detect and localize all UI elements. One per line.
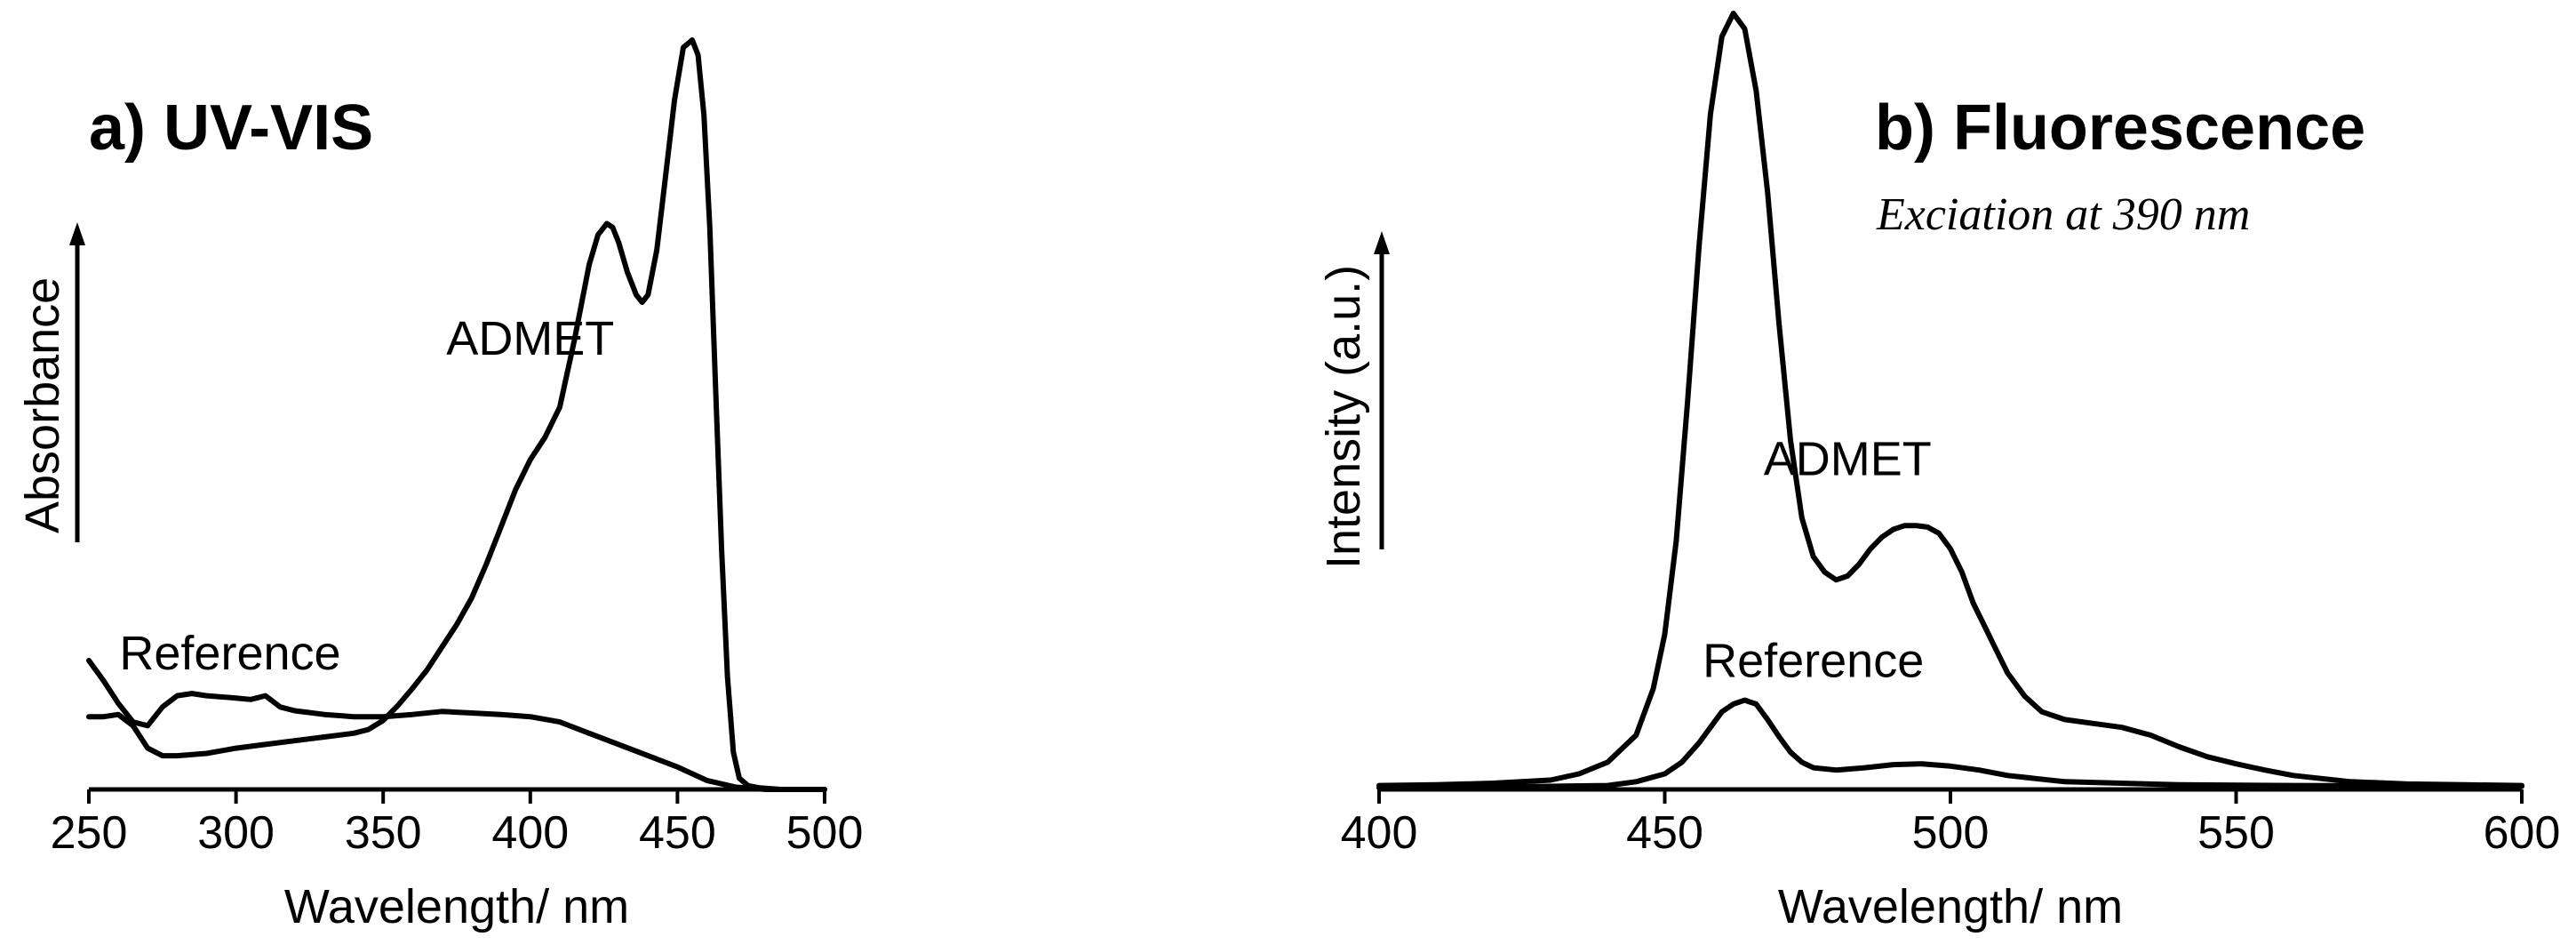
panel-a-series-admet-line [86,37,827,792]
panel-a-series-admet-label: ADMET [446,312,614,365]
panel-b-x-tick-label-600: 600 [2484,807,2561,859]
panel-b-y-axis-arrow-head [1374,231,1390,254]
panel-b-x-tick-label-500: 500 [1912,807,1990,859]
panel-b-y-axis-label: Intensity (a.u.) [1317,265,1370,569]
panel-a-title: a) UV-VIS [89,92,373,164]
panel-b-series-admet-line [1376,11,2524,789]
panel-b-subtitle: Exciation at 390 nm [1876,189,2250,240]
panel-b-series: ADMET Reference [1376,11,2524,791]
panel-b-series-reference-label: Reference [1703,634,1924,687]
panel-fluorescence: b) Fluorescence Exciation at 390 nm Inte… [1317,11,2561,933]
panel-a-x-tick-label-300: 300 [197,807,275,859]
panel-b-x-tick-label-550: 550 [2197,807,2275,859]
panel-b-series-admet-label: ADMET [1764,432,1932,485]
panel-uv-vis: a) UV-VIS Absorbance 250 300 350 400 450 500 … [16,37,864,933]
panel-a-series-reference-line [86,658,827,792]
panel-b-x-tick-label-450: 450 [1626,807,1703,859]
panel-b-series-reference-line [1376,697,2524,791]
panel-a-x-tick-label-350: 350 [345,807,422,859]
panel-b-title: b) Fluorescence [1875,92,2365,164]
panel-a-series: ADMET Reference [86,37,827,792]
panel-a-x-tick-label-400: 400 [491,807,569,859]
panel-b-x-ticks: 400 450 500 550 600 [1341,789,2561,859]
panel-a-y-axis-label: Absorbance [16,277,69,533]
panel-a-x-tick-label-250: 250 [51,807,128,859]
panel-a-x-tick-label-500: 500 [786,807,864,859]
panel-a-y-axis-arrow-head [69,222,85,245]
panel-b-x-axis-label: Wavelength/ nm [1778,880,2123,933]
panel-b-x-tick-label-400: 400 [1341,807,1418,859]
panel-a-x-tick-label-450: 450 [639,807,716,859]
panel-a-x-ticks: 250 300 350 400 450 500 [51,789,864,859]
panel-a-x-axis-label: Wavelength/ nm [284,880,629,933]
panel-a-series-reference-label: Reference [119,627,340,680]
